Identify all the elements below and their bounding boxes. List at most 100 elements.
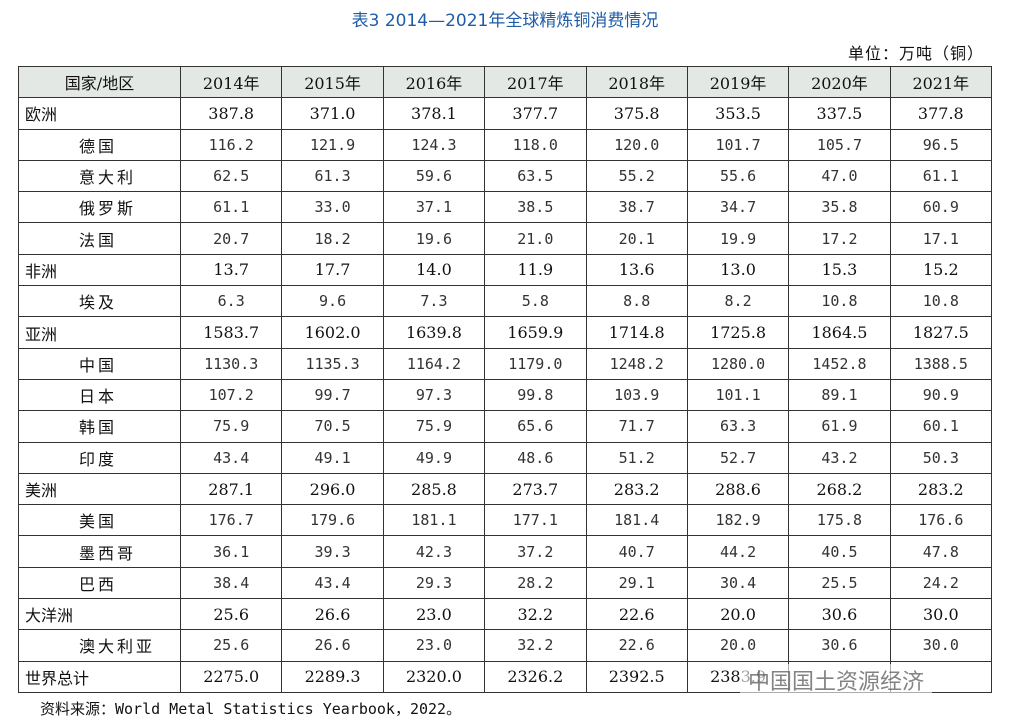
cell: 387.8 bbox=[179, 97, 283, 130]
table-row: 亚洲 1583.7 1602.0 1639.8 1659.9 1714.8 1725.8 18… bbox=[18, 316, 993, 349]
cell: 63.3 bbox=[686, 410, 790, 443]
cell: 11.9 bbox=[484, 253, 587, 287]
table-row: 澳大利亚 25.6 26.6 23.0 32.2 22.6 20.0 30.6 30.0 bbox=[18, 629, 993, 662]
cell: 42.3 bbox=[382, 535, 486, 568]
cell: 19.6 bbox=[382, 222, 486, 255]
table-row: 法国 20.7 18.2 19.6 21.0 20.1 19.9 17.2 17.1 bbox=[18, 222, 993, 255]
cell: 15.3 bbox=[788, 253, 891, 287]
cell: 32.2 bbox=[484, 629, 587, 662]
cell: 61.1 bbox=[889, 159, 993, 193]
cell: 10.8 bbox=[788, 285, 891, 318]
header-cell: 2019年 bbox=[686, 65, 790, 99]
cell: 1248.2 bbox=[585, 347, 688, 380]
table-row: 非洲 13.7 17.7 14.0 11.9 13.6 13.0 15.3 15.2 bbox=[18, 253, 993, 287]
cell: 6.3 bbox=[179, 285, 283, 318]
table-row: 大洋洲 25.6 26.6 23.0 32.2 22.6 20.0 30.6 30.0 bbox=[18, 598, 993, 631]
cell: 1659.9 bbox=[484, 316, 587, 349]
table-row: 印度 43.4 49.1 49.9 48.6 51.2 52.7 43.2 50.3 bbox=[18, 441, 993, 474]
cell: 105.7 bbox=[788, 128, 891, 161]
cell: 287.1 bbox=[179, 472, 283, 506]
table-row: 日本 107.2 99.7 97.3 99.8 103.9 101.1 89.1 90.9 bbox=[18, 378, 993, 412]
cell: 35.8 bbox=[788, 191, 891, 224]
cell: 107.2 bbox=[179, 378, 283, 412]
cell: 1164.2 bbox=[382, 347, 486, 380]
cell: 21.0 bbox=[484, 222, 587, 255]
cell: 375.8 bbox=[585, 97, 688, 130]
row-label: 亚洲 bbox=[18, 316, 181, 349]
cell: 29.1 bbox=[585, 566, 688, 600]
cell: 181.4 bbox=[585, 504, 688, 537]
table-row: 巴西 38.4 43.4 29.3 28.2 29.1 30.4 25.5 24.2 bbox=[18, 566, 993, 600]
cell: 377.7 bbox=[484, 97, 587, 130]
cell: 49.9 bbox=[382, 441, 486, 474]
cell: 121.9 bbox=[281, 128, 384, 161]
cell: 2320.0 bbox=[382, 660, 486, 693]
cell: 283.2 bbox=[889, 472, 993, 506]
cell: 1714.8 bbox=[585, 316, 688, 349]
row-label: 法国 bbox=[18, 222, 181, 255]
header-cell: 2016年 bbox=[382, 65, 486, 99]
cell: 24.2 bbox=[889, 566, 993, 600]
cell: 65.6 bbox=[484, 410, 587, 443]
cell: 25.6 bbox=[179, 598, 283, 631]
table-row: 埃及 6.3 9.6 7.3 5.8 8.8 8.2 10.8 10.8 bbox=[18, 285, 993, 318]
cell: 2289.3 bbox=[281, 660, 384, 693]
cell: 30.0 bbox=[889, 598, 993, 631]
cell: 30.4 bbox=[686, 566, 790, 600]
cell: 19.9 bbox=[686, 222, 790, 255]
cell: 17.7 bbox=[281, 253, 384, 287]
cell: 90.9 bbox=[889, 378, 993, 412]
cell: 2326.2 bbox=[484, 660, 587, 693]
cell: 1602.0 bbox=[281, 316, 384, 349]
cell: 124.3 bbox=[382, 128, 486, 161]
cell: 13.6 bbox=[585, 253, 688, 287]
cell: 22.6 bbox=[585, 598, 688, 631]
cell: 182.9 bbox=[686, 504, 790, 537]
cell: 36.1 bbox=[179, 535, 283, 568]
cell: 1827.5 bbox=[889, 316, 993, 349]
row-label: 大洋洲 bbox=[18, 598, 181, 631]
cell: 337.5 bbox=[788, 97, 891, 130]
row-label: 德国 bbox=[18, 128, 181, 161]
cell: 378.1 bbox=[382, 97, 486, 130]
row-label: 世界总计 bbox=[18, 660, 181, 693]
row-label: 欧洲 bbox=[18, 97, 181, 130]
cell: 1280.0 bbox=[686, 347, 790, 380]
cell: 288.6 bbox=[686, 472, 790, 506]
row-label: 韩国 bbox=[18, 410, 181, 443]
table-row: 意大利 62.5 61.3 59.6 63.5 55.2 55.6 47.0 61.1 bbox=[18, 159, 993, 193]
cell: 28.2 bbox=[484, 566, 587, 600]
cell: 23.0 bbox=[382, 598, 486, 631]
cell: 62.5 bbox=[179, 159, 283, 193]
cell: 25.6 bbox=[179, 629, 283, 662]
cell: 97.3 bbox=[382, 378, 486, 412]
cell: 30.6 bbox=[788, 629, 891, 662]
cell: 37.2 bbox=[484, 535, 587, 568]
cell: 8.2 bbox=[686, 285, 790, 318]
cell: 101.1 bbox=[686, 378, 790, 412]
cell: 43.2 bbox=[788, 441, 891, 474]
cell: 5.8 bbox=[484, 285, 587, 318]
cell: 15.2 bbox=[889, 253, 993, 287]
cell: 61.9 bbox=[788, 410, 891, 443]
cell: 2392.5 bbox=[585, 660, 688, 693]
cell: 63.5 bbox=[484, 159, 587, 193]
cell: 30.6 bbox=[788, 598, 891, 631]
cell: 40.5 bbox=[788, 535, 891, 568]
header-cell: 2014年 bbox=[179, 65, 283, 99]
watermark: 中国国土资源经济 bbox=[740, 664, 933, 696]
cell: 38.7 bbox=[585, 191, 688, 224]
header-cell: 2020年 bbox=[788, 65, 891, 99]
cell: 38.4 bbox=[179, 566, 283, 600]
cell: 39.3 bbox=[281, 535, 384, 568]
cell: 25.5 bbox=[788, 566, 891, 600]
cell: 1452.8 bbox=[788, 347, 891, 380]
cell: 38.5 bbox=[484, 191, 587, 224]
row-label: 美国 bbox=[18, 504, 181, 537]
row-label: 中国 bbox=[18, 347, 181, 380]
cell: 1135.3 bbox=[281, 347, 384, 380]
cell: 55.2 bbox=[585, 159, 688, 193]
row-label: 美洲 bbox=[18, 472, 181, 506]
cell: 273.7 bbox=[484, 472, 587, 506]
